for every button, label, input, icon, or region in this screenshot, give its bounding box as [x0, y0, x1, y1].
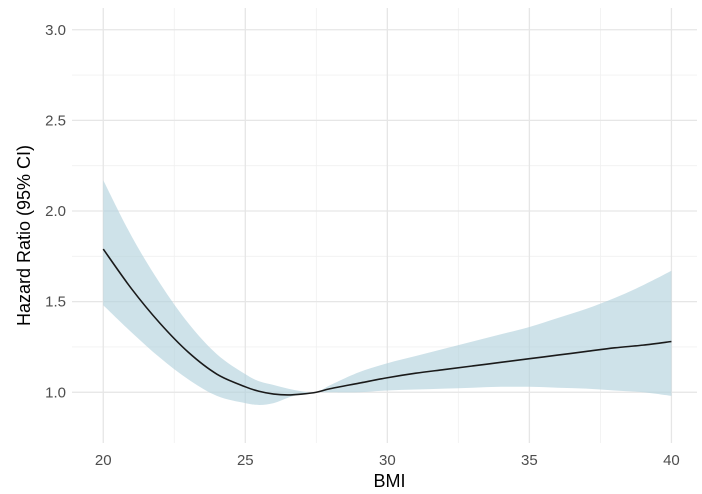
x-tick-labels: 20 25 30 35 40: [95, 452, 680, 469]
y-tick-labels: 1.0 1.5 2.0 2.5 3.0: [45, 22, 66, 402]
x-tick-label: 35: [521, 452, 538, 469]
y-tick-label: 1.5: [45, 294, 66, 311]
x-tick-label: 20: [95, 452, 112, 469]
x-tick-label: 25: [237, 452, 254, 469]
y-tick-label: 1.0: [45, 384, 66, 401]
y-tick-label: 3.0: [45, 22, 66, 39]
hazard-ratio-line: [102, 248, 672, 396]
y-tick-label: 2.5: [45, 112, 66, 129]
x-tick-label: 30: [379, 452, 396, 469]
x-tick-label: 40: [663, 452, 680, 469]
y-tick-label: 2.0: [45, 203, 66, 220]
confidence-band: [103, 180, 672, 405]
x-axis-title: BMI: [373, 471, 405, 491]
y-axis-title: Hazard Ratio (95% CI): [14, 145, 34, 326]
